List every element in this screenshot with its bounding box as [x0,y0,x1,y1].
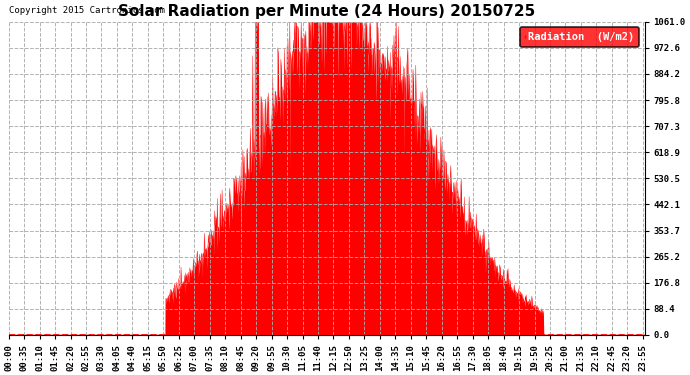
Text: Copyright 2015 Cartronics.com: Copyright 2015 Cartronics.com [9,6,164,15]
Title: Solar Radiation per Minute (24 Hours) 20150725: Solar Radiation per Minute (24 Hours) 20… [118,4,535,19]
Legend: Radiation  (W/m2): Radiation (W/m2) [520,27,640,47]
